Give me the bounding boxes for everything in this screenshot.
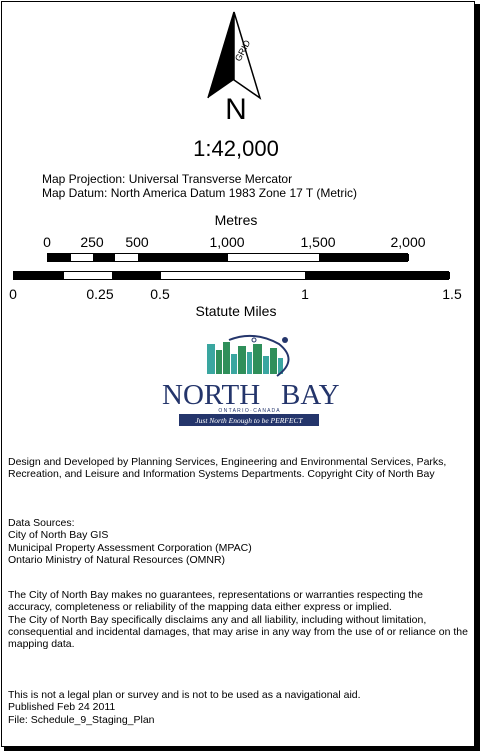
miles-segment (14, 272, 64, 279)
metres-segment (93, 254, 115, 261)
miles-segment (161, 272, 305, 279)
legal-info: This is not a legal plan or survey and i… (8, 689, 470, 726)
miles-tick: 1.5 (442, 286, 462, 302)
metres-segment (319, 254, 409, 261)
miles-segment (305, 272, 450, 279)
logo-skyline-graphic (207, 334, 290, 377)
source-item: City of North Bay GIS (8, 529, 109, 542)
published-date: Published Feb 24 2011 (8, 701, 116, 714)
metres-segment (71, 254, 93, 261)
miles-scale-bar (13, 271, 450, 280)
logo-tagline: Just North Enough to be PERFECT (195, 416, 303, 425)
logo-name-bay: BAY (281, 379, 339, 411)
metres-scale-bar (47, 253, 409, 262)
disclaimer: The City of North Bay makes no guarantee… (8, 589, 470, 650)
file-name: File: Schedule_9_Staging_Plan (8, 713, 155, 726)
legal-notice: This is not a legal plan or survey and i… (8, 689, 361, 701)
miles-tick: 0 (9, 286, 17, 302)
metres-scale-title: Metres (214, 212, 258, 228)
design-credit: Design and Developed by Planning Service… (8, 456, 447, 481)
projection-info: Map Projection: Universal Transverse Mer… (42, 172, 357, 200)
logo-tagline-band (179, 414, 319, 426)
data-sources: Data Sources: City of North Bay GIS Muni… (8, 517, 470, 566)
miles-segment (112, 272, 161, 279)
metres-tick: 500 (125, 234, 149, 250)
north-arrow-icon: GRID (207, 11, 262, 100)
miles-tick: 0.5 (150, 286, 170, 302)
metres-segment (228, 254, 319, 261)
metres-tick: 0 (43, 234, 51, 250)
north-bay-logo: NORTH BAY O N T A R I O · C A N A D A Ju… (162, 334, 339, 426)
logo-subtitle: O N T A R I O · C A N A D A (218, 408, 280, 414)
metres-tick: 250 (80, 234, 104, 250)
source-item: Ontario Ministry of Natural Resources (O… (8, 553, 226, 566)
north-letter: N (225, 93, 247, 126)
metres-segment (138, 254, 228, 261)
panel-shadow-right (475, 4, 480, 748)
logo-name-north: NORTH (162, 379, 260, 411)
metres-tick: 1,500 (300, 234, 336, 250)
metres-tick: 1,000 (209, 234, 245, 250)
projection-line: Map Projection: Universal Transverse Mer… (42, 172, 293, 186)
metres-segment (115, 254, 138, 261)
metres-segment (48, 254, 71, 261)
miles-tick: 1 (301, 286, 309, 302)
disclaimer-liability: The City of North Bay specifically discl… (8, 613, 468, 651)
source-item: Municipal Property Assessment Corporatio… (8, 541, 252, 554)
miles-segment (64, 272, 112, 279)
sources-heading: Data Sources: (8, 517, 75, 529)
metres-tick: 2,000 (390, 234, 426, 250)
scale-ratio: 1:42,000 (193, 136, 279, 161)
panel-shadow-bottom (4, 746, 480, 751)
miles-tick: 0.25 (86, 286, 114, 302)
miles-scale-title: Statute Miles (195, 303, 277, 319)
datum-line: Map Datum: North America Datum 1983 Zone… (42, 186, 358, 200)
credits-text: Design and Developed by Planning Service… (8, 456, 470, 481)
disclaimer-accuracy: The City of North Bay makes no guarantee… (8, 589, 423, 614)
